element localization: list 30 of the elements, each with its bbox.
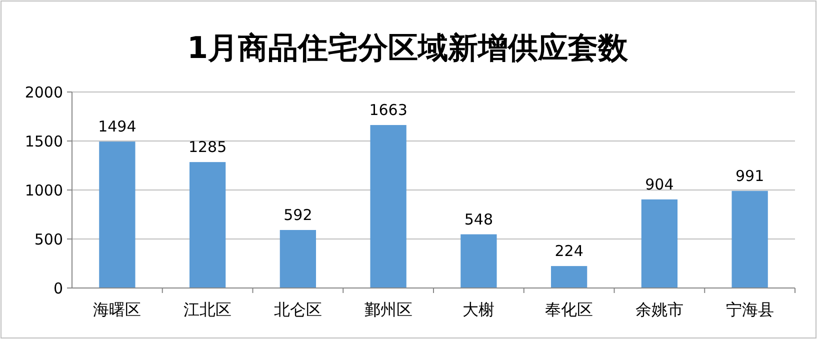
x-tick-label: 大榭 <box>462 300 495 319</box>
bar <box>370 125 406 288</box>
y-tick-label: 1000 <box>24 181 63 200</box>
y-tick-label: 500 <box>34 230 63 248</box>
chart-title: 1月商品住宅分区域新增供应套数 <box>187 31 629 66</box>
bar <box>732 190 768 288</box>
data-label: 548 <box>464 210 494 228</box>
x-tick-label: 海曙区 <box>93 300 142 319</box>
bar <box>189 162 226 288</box>
y-tick-label: 1500 <box>24 132 63 150</box>
x-tick-label: 鄞州区 <box>364 300 412 319</box>
data-label: 592 <box>284 206 312 224</box>
x-tick-label: 江北区 <box>184 300 232 319</box>
data-label: 1663 <box>369 101 408 120</box>
data-label: 991 <box>735 166 764 185</box>
bar <box>280 230 316 288</box>
data-label: 1285 <box>188 138 227 156</box>
data-label: 1494 <box>98 118 136 136</box>
y-tick-label: 0 <box>53 279 63 298</box>
bar <box>641 199 678 288</box>
bar <box>99 142 136 288</box>
x-tick-label: 宁海县 <box>726 300 774 319</box>
x-tick-label: 北仑区 <box>274 300 322 319</box>
data-label: 224 <box>554 242 584 260</box>
x-tick-label: 余姚市 <box>635 300 684 319</box>
data-label: 904 <box>645 175 674 194</box>
x-tick-label: 奉化区 <box>545 300 594 319</box>
y-tick-label: 2000 <box>24 83 63 102</box>
bar <box>550 266 588 288</box>
bar <box>460 234 497 288</box>
